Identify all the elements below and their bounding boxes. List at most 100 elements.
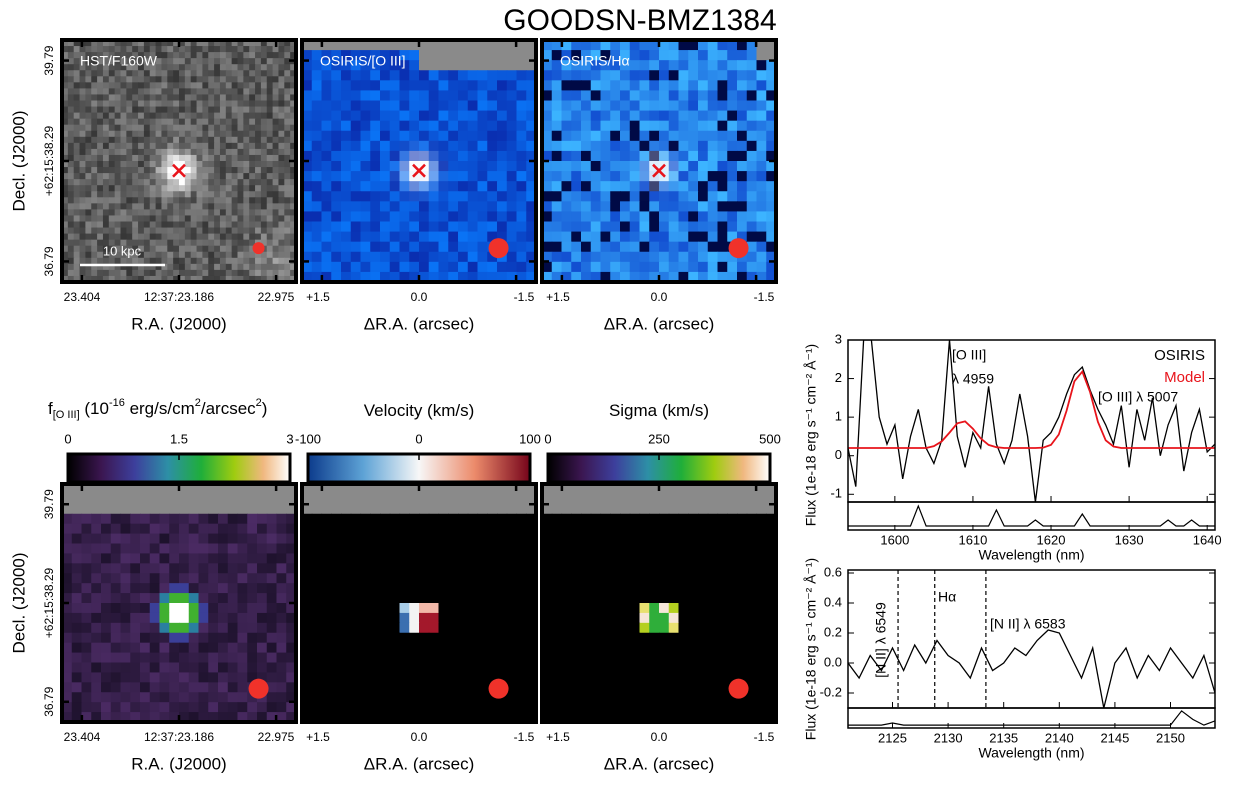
image-pixel	[155, 161, 163, 168]
image-pixel	[727, 493, 738, 505]
image-pixel	[629, 712, 641, 723]
image-pixel	[551, 110, 563, 122]
image-pixel	[360, 553, 371, 564]
image-pixel	[214, 239, 221, 247]
image-pixel	[506, 603, 518, 614]
image-pixel	[214, 263, 221, 271]
image-pixel	[179, 553, 190, 564]
image-pixel	[73, 118, 81, 126]
image-pixel	[71, 672, 83, 683]
image-pixel	[79, 154, 86, 162]
image-pixel	[231, 82, 239, 89]
image-pixel	[218, 573, 229, 584]
image-pixel	[341, 241, 352, 253]
image-pixel	[208, 523, 219, 535]
image-pixel	[276, 682, 287, 693]
image-pixel	[62, 185, 69, 192]
image-pixel	[132, 191, 139, 198]
image-pixel	[188, 503, 200, 515]
image-pixel	[458, 583, 469, 594]
image-pixel	[487, 221, 498, 233]
image-pixel	[766, 523, 777, 535]
image-pixel	[67, 112, 75, 120]
image-pixel	[428, 251, 440, 263]
image-pixel	[458, 573, 469, 584]
image-pixel	[184, 185, 192, 192]
image-pixel	[149, 58, 157, 65]
image-pixel	[108, 221, 116, 229]
image-pixel	[380, 632, 391, 644]
image-pixel	[629, 161, 641, 172]
image-pixel	[231, 64, 239, 71]
image-pixel	[409, 533, 420, 545]
image-pixel	[561, 70, 572, 81]
image-pixel	[551, 221, 563, 233]
image-pixel	[409, 80, 420, 92]
image-pixel	[727, 251, 738, 263]
image-pixel	[620, 201, 631, 213]
image-pixel	[161, 130, 168, 138]
image-pixel	[278, 215, 285, 223]
image-pixel	[208, 209, 215, 217]
image-pixel	[370, 553, 381, 564]
image-pixel	[516, 692, 527, 703]
image-pixel	[188, 513, 200, 525]
image-pixel	[571, 503, 582, 515]
image-pixel	[581, 563, 592, 574]
image-pixel	[184, 64, 192, 71]
image-pixel	[370, 40, 381, 51]
image-pixel	[243, 173, 250, 180]
image-pixel	[179, 702, 190, 713]
image-pixel	[639, 191, 650, 202]
image-pixel	[218, 493, 229, 505]
image-pixel	[370, 543, 381, 555]
image-pixel	[380, 712, 391, 723]
image-pixel	[727, 712, 738, 723]
image-pixel	[161, 197, 168, 204]
image-pixel	[110, 493, 122, 505]
image-pixel	[542, 120, 553, 132]
image-pixel	[487, 271, 498, 283]
image-pixel	[649, 712, 660, 723]
image-pixel	[590, 221, 602, 233]
image-pixel	[184, 148, 192, 156]
image-pixel	[73, 58, 81, 65]
image-pixel	[458, 682, 469, 693]
image-pixel	[428, 553, 440, 564]
image-pixel	[149, 82, 157, 89]
image-pixel	[756, 90, 767, 102]
image-pixel	[276, 553, 287, 564]
image-pixel	[173, 197, 180, 204]
image-pixel	[610, 484, 621, 495]
image-pixel	[639, 171, 650, 182]
image-pixel	[409, 120, 420, 132]
image-pixel	[737, 632, 748, 644]
image-pixel	[380, 261, 391, 273]
image-pixel	[571, 140, 582, 152]
image-pixel	[311, 90, 323, 102]
image-pixel	[409, 130, 420, 142]
image-pixel	[419, 140, 430, 152]
image-pixel	[108, 106, 116, 114]
image-pixel	[629, 211, 641, 223]
image-pixel	[370, 493, 381, 505]
image-pixel	[678, 484, 689, 495]
image-pixel	[756, 60, 767, 71]
image-pixel	[302, 191, 313, 202]
image-pixel	[448, 523, 459, 535]
image-pixel	[85, 179, 92, 186]
image-pixel	[678, 201, 689, 213]
image-pixel	[108, 251, 116, 259]
image-pixel	[428, 612, 440, 624]
image-pixel	[138, 112, 145, 120]
image-pixel	[231, 167, 239, 174]
image-pixel	[766, 553, 777, 564]
image-pixel	[668, 702, 680, 713]
image-pixel	[67, 209, 75, 217]
image-pixel	[668, 593, 680, 604]
image-pixel	[409, 191, 420, 202]
image-pixel	[766, 632, 777, 644]
image-pixel	[467, 60, 479, 71]
image-pixel	[179, 533, 190, 545]
image-pixel	[79, 263, 86, 271]
